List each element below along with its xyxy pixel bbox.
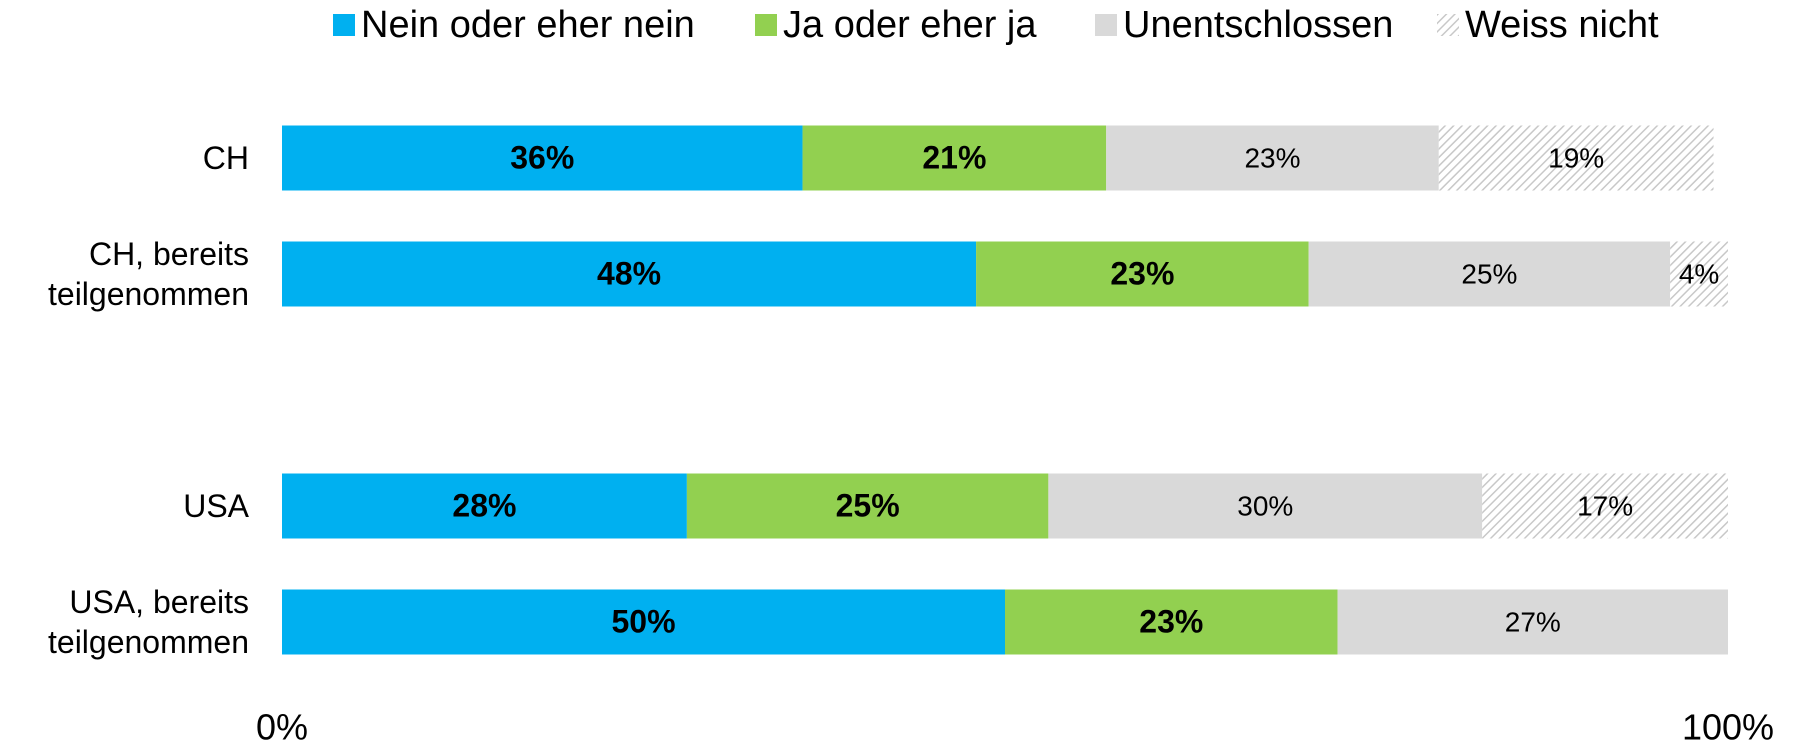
bar-segment bbox=[1308, 241, 1671, 307]
legend-label: Ja oder eher ja bbox=[783, 4, 1037, 46]
value-label: 48% bbox=[597, 255, 661, 291]
bar-segment bbox=[976, 241, 1309, 307]
value-label: 23% bbox=[1244, 142, 1300, 173]
value-label: 25% bbox=[836, 487, 900, 523]
legend-swatch bbox=[1095, 14, 1117, 36]
legend-label: Weiss nicht bbox=[1465, 4, 1659, 46]
category-label: USA, bereits teilgenommen bbox=[48, 584, 249, 660]
bar-segment bbox=[686, 473, 1049, 539]
bar-segment bbox=[1048, 473, 1483, 539]
legend-label: Unentschlossen bbox=[1123, 4, 1393, 46]
value-label: 19% bbox=[1548, 142, 1604, 173]
bar-segment bbox=[1670, 241, 1728, 307]
bar-segment bbox=[282, 589, 1005, 655]
value-label: 36% bbox=[510, 139, 574, 175]
bar-segment bbox=[1438, 125, 1714, 191]
bar-segment bbox=[1337, 589, 1728, 655]
x-tick-label: 0% bbox=[256, 707, 308, 747]
bar-segment bbox=[1005, 589, 1338, 655]
bar-segment bbox=[1106, 125, 1439, 191]
category-label: USA bbox=[183, 488, 249, 524]
value-label: 28% bbox=[452, 487, 516, 523]
legend-swatch bbox=[333, 14, 355, 36]
bar-segment bbox=[802, 125, 1107, 191]
bar-segment bbox=[282, 473, 687, 539]
value-label: 50% bbox=[611, 603, 675, 639]
bar-segment bbox=[1482, 473, 1728, 539]
value-label: 25% bbox=[1461, 258, 1517, 289]
legend-label: Nein oder eher nein bbox=[361, 4, 695, 46]
bar-segment bbox=[282, 241, 977, 307]
value-label: 27% bbox=[1505, 606, 1561, 637]
category-label: CH, bereits teilgenommen bbox=[48, 236, 249, 312]
value-label: 17% bbox=[1577, 490, 1633, 521]
legend-swatch bbox=[755, 14, 777, 36]
legend-swatch bbox=[1437, 14, 1459, 36]
x-tick-label: 100% bbox=[1682, 707, 1774, 747]
value-label: 4% bbox=[1679, 258, 1719, 289]
value-label: 23% bbox=[1110, 255, 1174, 291]
value-label: 23% bbox=[1139, 603, 1203, 639]
bar-segment bbox=[282, 125, 803, 191]
value-label: 30% bbox=[1237, 490, 1293, 521]
value-label: 21% bbox=[922, 139, 986, 175]
category-label: CH bbox=[202, 140, 249, 176]
